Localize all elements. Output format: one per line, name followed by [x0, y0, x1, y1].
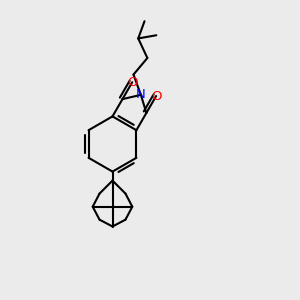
- Text: N: N: [136, 88, 146, 101]
- Text: O: O: [127, 76, 137, 89]
- Text: O: O: [151, 89, 161, 103]
